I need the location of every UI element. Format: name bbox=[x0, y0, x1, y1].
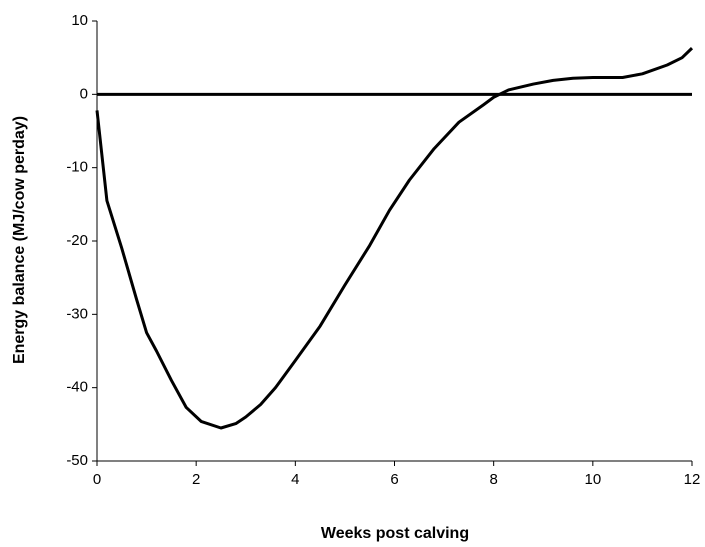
x-tick-label: 10 bbox=[584, 471, 601, 488]
x-axis-title: Weeks post calving bbox=[321, 525, 469, 542]
x-tick-label: 2 bbox=[192, 471, 200, 488]
y-tick-label: -50 bbox=[66, 452, 88, 469]
x-tick-label: 4 bbox=[291, 471, 299, 488]
y-tick-label: -40 bbox=[66, 379, 88, 396]
y-tick-label: -10 bbox=[66, 159, 88, 176]
x-tick-label: 12 bbox=[684, 471, 701, 488]
x-tick-label: 6 bbox=[390, 471, 398, 488]
x-tick-label: 8 bbox=[489, 471, 497, 488]
y-axis-title: Energy balance (MJ/cow perday) bbox=[11, 116, 28, 364]
y-tick-label: 10 bbox=[71, 12, 88, 29]
x-tick-label: 0 bbox=[93, 471, 101, 488]
y-tick-label: -20 bbox=[66, 232, 88, 249]
data-line bbox=[95, 47, 694, 430]
y-tick-label: -30 bbox=[66, 305, 88, 322]
y-tick-label: 0 bbox=[80, 85, 88, 102]
